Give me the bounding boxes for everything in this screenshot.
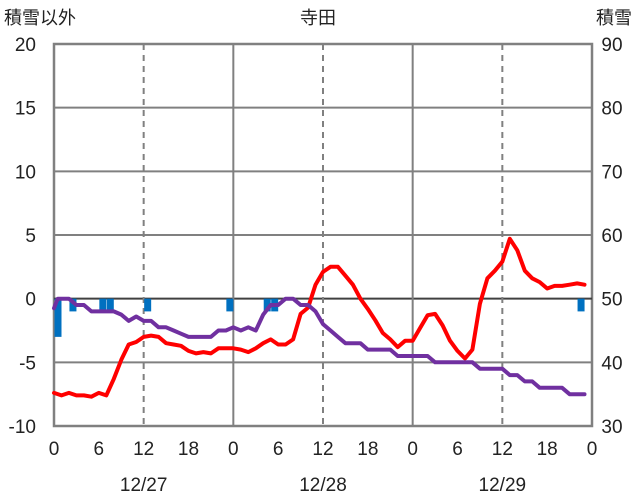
- y-tick-labels: 20 15 10 5 0 -5 -10: [9, 35, 36, 438]
- x-tick-label: 6: [94, 439, 105, 460]
- precipitation-bar: [144, 298, 152, 312]
- precipitation-bar: [263, 298, 271, 312]
- x-tick-label: 18: [357, 439, 378, 460]
- precipitation-bar: [69, 298, 77, 312]
- y2-axis-title: 積雪: [596, 8, 632, 29]
- precipitation-bar: [106, 298, 114, 312]
- y-tick-label: 5: [25, 226, 36, 247]
- date-label: 12/28: [299, 475, 347, 496]
- x-tick-label: 18: [178, 439, 199, 460]
- y2-tick-label: 30: [601, 417, 622, 438]
- y-tick-label: 0: [25, 290, 36, 311]
- x-tick-labels: 0 6 12 18 0 6 12 18 0 6 12 18 0: [49, 439, 598, 460]
- y2-tick-label: 90: [601, 35, 622, 56]
- precipitation-bar: [577, 298, 585, 312]
- precipitation-bar: [99, 298, 107, 312]
- x-tick-label: 6: [452, 439, 463, 460]
- gridlines: [54, 44, 592, 426]
- x-tick-label: 0: [407, 439, 418, 460]
- y-tick-label: -5: [19, 353, 36, 374]
- snow-depth-line: [52, 296, 587, 397]
- x-tick-label: 18: [537, 439, 558, 460]
- y-tick-label: 15: [15, 99, 36, 120]
- temperature-line: [52, 236, 587, 399]
- y2-tick-label: 80: [601, 99, 622, 120]
- x-tick-label: 0: [49, 439, 60, 460]
- precipitation-bar: [226, 298, 234, 312]
- date-label: 12/29: [479, 475, 527, 496]
- precipitation-bar: [54, 298, 62, 337]
- chart-title: 寺田: [300, 8, 336, 29]
- series-lines: [52, 236, 587, 399]
- y2-tick-labels: 90 80 70 60 50 40 30: [601, 35, 622, 438]
- x-tick-label: 12: [492, 439, 513, 460]
- y2-tick-label: 70: [601, 162, 622, 183]
- x-tick-label: 0: [228, 439, 239, 460]
- y-tick-label: 20: [15, 35, 36, 56]
- y-tick-label: -10: [9, 417, 36, 438]
- y2-tick-label: 40: [601, 353, 622, 374]
- y2-tick-label: 60: [601, 226, 622, 247]
- x-tick-label: 12: [312, 439, 333, 460]
- x-tick-label: 6: [273, 439, 284, 460]
- x-tick-label: 12: [133, 439, 154, 460]
- x-tick-label: 0: [587, 439, 598, 460]
- y-tick-label: 10: [15, 162, 36, 183]
- y2-tick-label: 50: [601, 290, 622, 311]
- date-label: 12/27: [120, 475, 168, 496]
- date-labels: 12/27 12/28 12/29: [120, 475, 526, 496]
- y-axis-title: 積雪以外: [4, 8, 76, 29]
